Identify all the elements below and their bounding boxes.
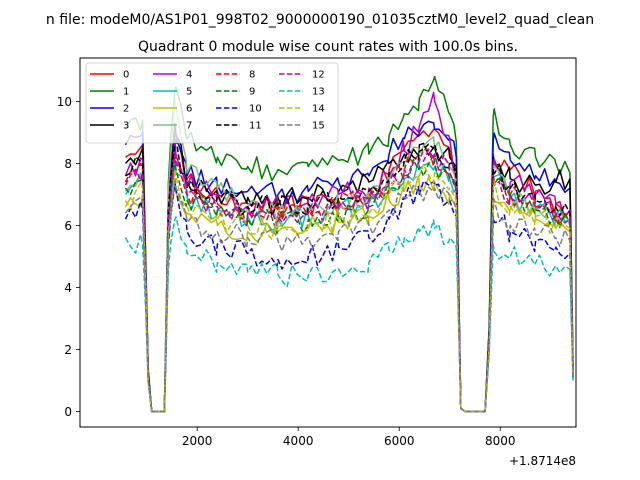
legend-box <box>85 62 339 144</box>
series-line-8 <box>124 148 574 413</box>
legend-label-11: 11 <box>249 121 262 132</box>
legend-label-1: 1 <box>123 87 129 98</box>
y-tick-label: 6 <box>64 219 72 233</box>
series-line-12 <box>124 149 574 413</box>
series-line-9 <box>124 154 574 413</box>
x-tick-label: 2000 <box>182 434 213 448</box>
x-axis: 2000 4000 6000 8000 <box>182 427 516 448</box>
y-tick-label: 8 <box>64 157 72 171</box>
series-line-10 <box>124 180 574 413</box>
legend-label-12: 12 <box>312 70 325 81</box>
y-axis: 0 2 4 6 8 10 <box>57 95 80 419</box>
series-line-14 <box>124 163 574 413</box>
series-line-15 <box>124 178 574 413</box>
legend-label-6: 6 <box>186 104 192 115</box>
legend-label-9: 9 <box>249 87 255 98</box>
x-offset-label: +1.8714e8 <box>509 454 576 468</box>
y-tick-label: 4 <box>64 281 72 295</box>
y-tick-label: 0 <box>64 405 72 419</box>
series-line-4 <box>124 91 574 413</box>
y-tick-label: 10 <box>57 95 72 109</box>
chart-title: Quadrant 0 module wise count rates with … <box>138 39 518 55</box>
series-layer <box>124 75 574 413</box>
series-line-11 <box>125 136 574 413</box>
series-line-13 <box>124 216 574 413</box>
legend-label-3: 3 <box>123 121 129 132</box>
x-tick-label: 4000 <box>283 434 314 448</box>
plot-frame <box>79 57 577 428</box>
legend-label-13: 13 <box>312 87 325 98</box>
legend-label-10: 10 <box>249 104 262 115</box>
legend-label-7: 7 <box>186 121 192 132</box>
y-tick-label: 2 <box>64 343 72 357</box>
legend-label-14: 14 <box>312 104 325 115</box>
series-line-2 <box>124 120 574 413</box>
legend-label-8: 8 <box>249 70 255 81</box>
x-tick-label: 6000 <box>384 434 415 448</box>
legend-label-4: 4 <box>186 70 192 81</box>
legend-label-0: 0 <box>123 70 129 81</box>
legend-label-15: 15 <box>312 121 325 132</box>
legend-label-5: 5 <box>186 87 192 98</box>
legend-label-2: 2 <box>123 104 129 115</box>
figure-suptitle: n file: modeM0/AS1P01_998T02_9000000190_… <box>46 12 594 28</box>
x-tick-label: 8000 <box>485 434 516 448</box>
